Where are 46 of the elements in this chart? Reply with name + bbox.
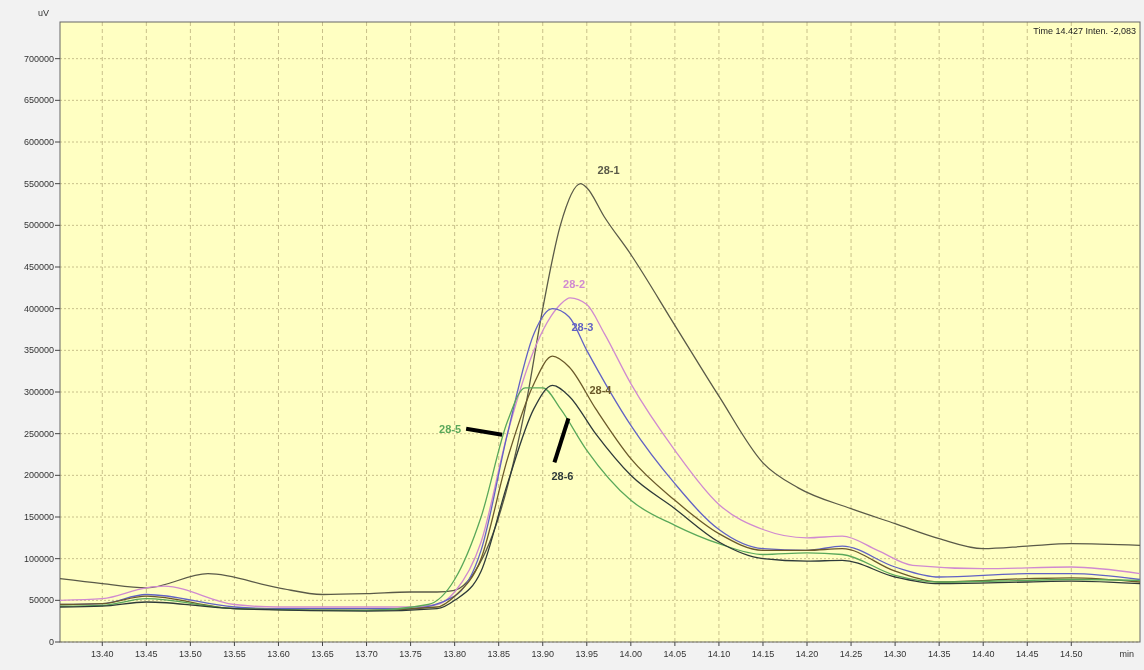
text: 28-6 [551,470,574,483]
x-tick-label: 13.85 [487,649,510,659]
series-label: 28-1 [597,163,620,176]
y-tick-label: 450000 [23,262,54,273]
x-tick-label: 14.25 [839,649,863,659]
x-tick-label: 14.30 [883,649,907,659]
x-tick-label: 13.80 [443,649,466,659]
y-tick-label: 250000 [23,428,54,439]
y-tick-label: 400000 [23,303,54,314]
y-tick-label: 300000 [23,387,54,398]
x-tick-label: 14.35 [927,649,951,659]
x-tick-label: 13.50 [179,649,202,659]
x-tick-label: 13.55 [223,649,246,659]
y-tick-label: 50000 [28,595,54,606]
y-tick-label: 650000 [23,95,54,106]
x-tick-label: 13.90 [531,649,555,659]
y-tick-label: 0 [48,637,54,648]
x-tick-label: 13.40 [91,649,114,659]
series-label: 28-2 [563,277,586,290]
y-tick-label: 600000 [23,137,54,148]
x-tick-label: 13.70 [355,649,378,659]
text: 28-5 [439,422,462,435]
y-tick-label: 500000 [23,220,54,231]
x-tick-label: 14.05 [663,649,687,659]
y-axis-title: uV [38,8,50,18]
x-tick-label: 14.10 [707,649,731,659]
y-tick-label: 200000 [23,470,54,481]
x-tick-label: 13.45 [135,649,158,659]
annotation: Time 14.427 Inten. -2,083 [1033,26,1136,36]
x-tick-label: 13.95 [575,649,599,659]
x-tick-label: 14.20 [795,649,819,659]
x-tick-label: 13.60 [267,649,290,659]
line-series [59,183,1141,596]
x-tick-label: 14.15 [751,649,775,659]
x-tick-label: 14.50 [1060,649,1083,659]
y-tick-label: 700000 [23,53,54,64]
x-tick-label: 14.45 [1015,649,1039,659]
x-tick-label: 13.65 [311,649,334,659]
x-tick-label: 13.75 [399,649,422,659]
x-axis-title: min [1119,649,1134,659]
y-tick-label: 150000 [23,512,54,523]
x-tick-label: 14.00 [619,649,643,659]
y-tick-label: 350000 [23,345,54,356]
x-tick-label: 14.40 [971,649,995,659]
y-tick-label: 550000 [23,178,54,189]
y-tick-label: 100000 [23,553,54,564]
